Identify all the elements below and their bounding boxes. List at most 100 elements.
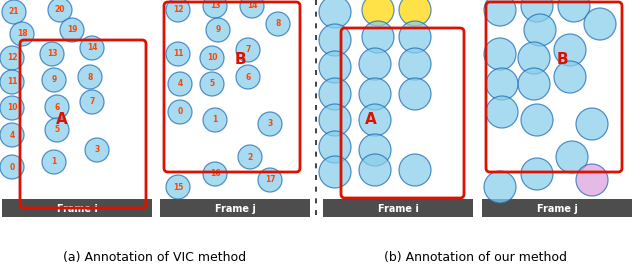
Text: 3: 3	[94, 145, 100, 155]
Circle shape	[166, 175, 190, 199]
Circle shape	[484, 38, 516, 70]
Text: A: A	[365, 113, 377, 127]
Text: Frame i: Frame i	[56, 204, 97, 214]
Circle shape	[319, 24, 351, 56]
Text: 8: 8	[275, 19, 281, 28]
Text: 1: 1	[212, 116, 218, 124]
Circle shape	[0, 70, 24, 94]
Circle shape	[80, 90, 104, 114]
Circle shape	[521, 158, 553, 190]
Circle shape	[45, 95, 69, 119]
Text: A: A	[56, 113, 68, 127]
Circle shape	[168, 72, 192, 96]
Circle shape	[78, 65, 102, 89]
Circle shape	[399, 154, 431, 186]
Text: Frame j: Frame j	[536, 204, 577, 214]
Circle shape	[60, 18, 84, 42]
Text: B: B	[234, 53, 246, 67]
Text: 6: 6	[245, 73, 251, 81]
Text: 18: 18	[17, 30, 28, 39]
Text: 6: 6	[54, 102, 60, 112]
Circle shape	[484, 171, 516, 203]
Text: 20: 20	[55, 5, 65, 15]
Text: 5: 5	[209, 79, 214, 89]
Text: (a) Annotation of VIC method: (a) Annotation of VIC method	[63, 252, 246, 264]
Circle shape	[524, 14, 556, 46]
Circle shape	[521, 104, 553, 136]
Text: 11: 11	[173, 50, 183, 59]
Circle shape	[319, 0, 351, 28]
Circle shape	[0, 96, 24, 120]
Circle shape	[200, 72, 224, 96]
Text: 13: 13	[47, 50, 57, 59]
Circle shape	[359, 78, 391, 110]
Text: 19: 19	[67, 25, 77, 35]
Text: 12: 12	[173, 5, 183, 15]
Circle shape	[166, 42, 190, 66]
Circle shape	[362, 0, 394, 26]
Text: 3: 3	[268, 119, 273, 129]
Circle shape	[399, 48, 431, 80]
Text: 12: 12	[7, 53, 17, 62]
Circle shape	[168, 100, 192, 124]
Text: 13: 13	[210, 1, 220, 10]
Text: 9: 9	[216, 25, 221, 35]
Text: 14: 14	[87, 44, 97, 53]
Text: Frame j: Frame j	[214, 204, 255, 214]
Text: 10: 10	[7, 104, 17, 113]
Circle shape	[521, 0, 553, 22]
Circle shape	[42, 68, 66, 92]
Text: 16: 16	[210, 170, 220, 178]
Circle shape	[203, 162, 227, 186]
Circle shape	[576, 164, 608, 196]
Circle shape	[258, 168, 282, 192]
Circle shape	[42, 150, 66, 174]
Text: 2: 2	[248, 153, 253, 161]
Circle shape	[258, 112, 282, 136]
Circle shape	[206, 18, 230, 42]
FancyBboxPatch shape	[323, 199, 473, 217]
Text: 10: 10	[207, 53, 217, 62]
Circle shape	[359, 48, 391, 80]
Circle shape	[319, 156, 351, 188]
Circle shape	[0, 123, 24, 147]
Circle shape	[399, 21, 431, 53]
Text: 5: 5	[54, 125, 60, 135]
Text: 14: 14	[247, 1, 257, 10]
Circle shape	[266, 12, 290, 36]
Text: 15: 15	[173, 182, 183, 192]
Circle shape	[240, 0, 264, 18]
Circle shape	[45, 118, 69, 142]
Text: 0: 0	[177, 107, 182, 116]
Circle shape	[0, 46, 24, 70]
Text: Frame i: Frame i	[378, 204, 419, 214]
Circle shape	[0, 155, 24, 179]
Circle shape	[319, 51, 351, 83]
Circle shape	[319, 78, 351, 110]
Circle shape	[236, 38, 260, 62]
Circle shape	[399, 0, 431, 26]
Text: 7: 7	[245, 45, 251, 55]
Text: 4: 4	[10, 130, 15, 139]
Circle shape	[556, 141, 588, 173]
Circle shape	[85, 138, 109, 162]
Circle shape	[200, 46, 224, 70]
Circle shape	[40, 42, 64, 66]
Text: 4: 4	[177, 79, 182, 89]
Circle shape	[554, 61, 586, 93]
Circle shape	[518, 42, 550, 74]
Circle shape	[486, 68, 518, 100]
Circle shape	[319, 104, 351, 136]
Text: B: B	[556, 53, 568, 67]
Circle shape	[203, 108, 227, 132]
Circle shape	[236, 65, 260, 89]
Text: 0: 0	[10, 162, 15, 172]
Circle shape	[554, 34, 586, 66]
Circle shape	[2, 0, 26, 24]
Circle shape	[486, 96, 518, 128]
Text: 11: 11	[7, 78, 17, 87]
FancyBboxPatch shape	[2, 199, 152, 217]
Circle shape	[359, 134, 391, 166]
Circle shape	[80, 36, 104, 60]
Text: 7: 7	[90, 98, 95, 107]
